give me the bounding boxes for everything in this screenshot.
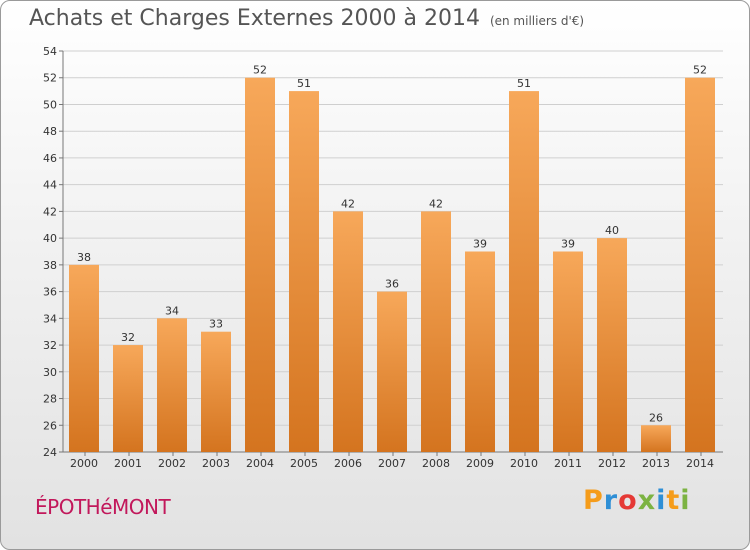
- y-tick-label: 32: [43, 339, 57, 352]
- bar-value-label: 52: [253, 64, 267, 77]
- bar: [157, 318, 187, 452]
- y-tick-label: 44: [43, 179, 57, 192]
- y-tick-label: 28: [43, 393, 57, 406]
- bar-value-label: 33: [209, 318, 223, 331]
- bar: [685, 77, 715, 452]
- x-tick-label: 2009: [466, 457, 494, 470]
- bar-value-label: 32: [121, 331, 135, 344]
- logo-letter: o: [618, 485, 638, 516]
- bar-value-label: 36: [385, 278, 399, 291]
- y-tick-label: 38: [43, 259, 57, 272]
- bar-value-label: 26: [649, 411, 663, 424]
- bar: [421, 211, 451, 452]
- location-name: ÉPOTHéMONT: [35, 495, 171, 519]
- x-tick-label: 2005: [290, 457, 318, 470]
- x-tick-label: 2011: [554, 457, 582, 470]
- y-tick-label: 24: [43, 446, 57, 459]
- bar-value-label: 40: [605, 224, 619, 237]
- x-tick-label: 2012: [598, 457, 626, 470]
- y-tick-label: 54: [43, 45, 57, 58]
- value-labels: 38 32 34 33 52 51 42 36 42 39 51 39 40 26 52: [77, 64, 707, 425]
- bar: [553, 251, 583, 452]
- y-tick-label: 46: [43, 152, 57, 165]
- bar-value-label: 51: [517, 77, 531, 90]
- x-tick-label: 2004: [246, 457, 274, 470]
- bar-value-label: 52: [693, 64, 707, 77]
- y-tick-label: 50: [43, 98, 57, 111]
- bar: [69, 264, 99, 452]
- bar-value-label: 34: [165, 304, 179, 317]
- bar-value-label: 39: [473, 238, 487, 251]
- bar: [641, 425, 671, 452]
- bar-value-label: 42: [429, 197, 443, 210]
- bar-value-label: 39: [561, 238, 575, 251]
- y-tick-label: 48: [43, 125, 57, 138]
- x-tick-label: 2008: [422, 457, 450, 470]
- bar-value-label: 42: [341, 197, 355, 210]
- bar-value-label: 38: [77, 251, 91, 264]
- x-tick-label: 2000: [70, 457, 98, 470]
- bar: [377, 291, 407, 452]
- x-tick-label: 2010: [510, 457, 538, 470]
- y-tick-label: 52: [43, 72, 57, 85]
- bar: [597, 238, 627, 452]
- bar: [245, 77, 275, 452]
- y-tick-label: 36: [43, 286, 57, 299]
- chart-title-text: Achats et Charges Externes 2000 à 2014: [29, 6, 480, 31]
- bar: [333, 211, 363, 452]
- y-tick-label: 42: [43, 205, 57, 218]
- chart-subtitle: (en milliers d'€): [489, 14, 585, 28]
- logo-letter: x: [637, 485, 657, 516]
- bar: [465, 251, 495, 452]
- bar: [113, 345, 143, 452]
- proxiti-logo[interactable]: Proxiti: [583, 485, 691, 516]
- logo-letter: t: [666, 485, 681, 516]
- x-tick-label: 2002: [158, 457, 186, 470]
- y-tick-label: 26: [43, 419, 57, 432]
- logo-letter: i: [656, 485, 667, 516]
- x-tick-label: 2014: [686, 457, 714, 470]
- bar: [509, 91, 539, 452]
- logo-letter: i: [680, 485, 691, 516]
- bar-value-label: 51: [297, 77, 311, 90]
- bars: [69, 77, 715, 452]
- x-tick-label: 2007: [378, 457, 406, 470]
- x-tick-label: 2001: [114, 457, 142, 470]
- x-tick-label: 2013: [642, 457, 670, 470]
- y-tick-label: 34: [43, 312, 57, 325]
- chart-title: Achats et Charges Externes 2000 à 2014 (e…: [29, 6, 584, 31]
- bar: [201, 331, 231, 452]
- logo-letter: P: [583, 485, 604, 516]
- y-tick-label: 40: [43, 232, 57, 245]
- logo-letter: r: [603, 485, 619, 516]
- bar: [289, 91, 319, 452]
- x-tick-label: 2003: [202, 457, 230, 470]
- y-tick-label: 30: [43, 366, 57, 379]
- x-tick-label: 2006: [334, 457, 362, 470]
